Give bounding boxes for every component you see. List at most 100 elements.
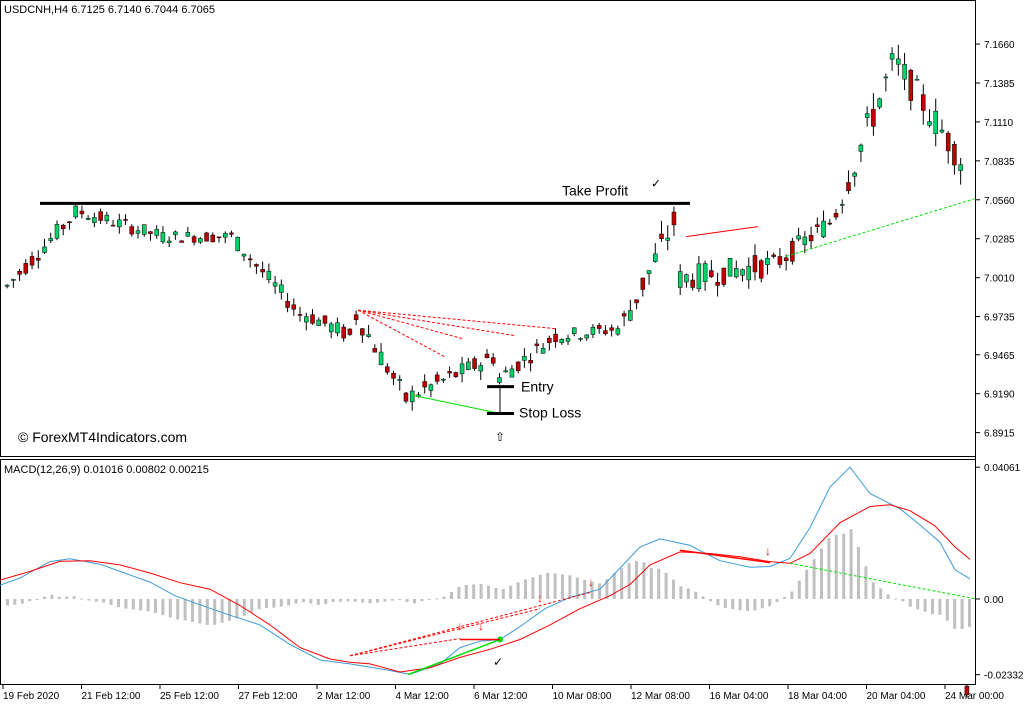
bear-candle — [391, 372, 396, 379]
macd-tick-label: -0.02332 — [984, 671, 1024, 682]
bull-candle — [933, 110, 938, 135]
bear-candle — [216, 236, 222, 239]
histogram-bar — [649, 568, 653, 599]
bear-candle — [447, 371, 452, 374]
histogram-bar — [886, 594, 890, 599]
bear-divergence-line — [685, 226, 759, 238]
bear-candle — [790, 240, 795, 262]
bull-candle — [802, 236, 808, 245]
bull-candle — [734, 268, 739, 278]
histogram-bar — [738, 598, 742, 611]
histogram-bar — [405, 598, 409, 603]
stop-loss-label: Stop Loss — [519, 405, 581, 421]
bear-candle — [709, 270, 714, 277]
histogram-bar — [427, 598, 431, 600]
down-arrow-icon: ↓ — [588, 575, 594, 589]
macd-lines — [0, 466, 971, 675]
bull-candle — [478, 365, 484, 372]
bear-candle — [434, 374, 440, 382]
bear-candle — [204, 232, 209, 242]
histogram-bar — [390, 598, 394, 601]
macd-main-line — [0, 466, 971, 675]
histogram-bar — [509, 585, 513, 599]
bull-candle — [4, 284, 10, 287]
time-tick-label: 27 Feb 12:00 — [239, 691, 298, 702]
bear-candle — [79, 210, 85, 215]
histogram-bar — [760, 598, 764, 609]
bull-candle — [160, 232, 166, 243]
histogram-bar — [783, 596, 786, 599]
histogram-bar — [768, 598, 772, 607]
histogram-bar — [968, 598, 971, 627]
histogram-bar — [205, 598, 209, 625]
bull-candle — [665, 237, 670, 241]
bear-divergence-line — [357, 309, 556, 330]
bull-candle — [821, 220, 826, 238]
bull-candle — [578, 338, 583, 340]
histogram-bar — [864, 566, 868, 599]
histogram-bar — [161, 598, 165, 616]
bear-candle — [952, 144, 957, 166]
macd-tick-label: 0.04061 — [984, 463, 1021, 474]
price-tick-label: 6.9735 — [984, 313, 1015, 324]
bear-candle — [29, 256, 35, 266]
bear-candle — [385, 366, 390, 373]
histogram-bar — [294, 598, 298, 604]
histogram-bar — [287, 598, 291, 606]
bear-candle — [715, 282, 720, 286]
bear-divergence-line — [679, 549, 771, 564]
bull-candle — [584, 334, 589, 339]
histogram-bar — [849, 529, 853, 599]
down-arrow-icon: ↓ — [765, 544, 771, 558]
bull-candle — [266, 270, 272, 281]
histogram-bar — [605, 579, 609, 599]
bear-divergence-line — [357, 309, 446, 358]
take-profit-check-icon: ✓ — [651, 176, 661, 190]
bear-candle — [815, 224, 820, 227]
histogram-bar — [146, 598, 150, 612]
bull-candle — [141, 224, 147, 235]
bull-candle — [696, 263, 702, 289]
take-profit-label: Take Profit — [562, 182, 628, 198]
histogram-bar — [464, 584, 468, 599]
bull-candle — [684, 274, 689, 283]
bull-candle — [628, 310, 633, 321]
histogram-bar — [198, 598, 202, 624]
bear-candle — [484, 353, 490, 358]
bear-candle — [403, 392, 409, 402]
price-tick-label: 6.8915 — [984, 429, 1015, 440]
histogram-bar — [931, 598, 934, 615]
bull-candle — [235, 236, 240, 252]
bull-candle — [409, 390, 415, 403]
macd-tick-label: 0.00 — [984, 595, 1004, 606]
histogram-bar — [413, 598, 416, 604]
time-tick-label: 2 Mar 12:00 — [317, 691, 371, 702]
price-tick-label: 6.9190 — [984, 390, 1015, 401]
bull-divergence-line — [407, 638, 501, 676]
bear-candle — [422, 381, 427, 388]
time-tick-label: 10 Mar 08:00 — [553, 691, 612, 702]
histogram-bar — [775, 598, 779, 602]
bull-candle — [646, 270, 652, 274]
histogram-bar — [28, 598, 32, 602]
bear-candle — [67, 221, 72, 223]
histogram-bar — [694, 591, 698, 599]
histogram-bar — [398, 598, 402, 600]
bull-candle — [48, 238, 53, 241]
bear-candle — [254, 264, 259, 267]
histogram-bar — [627, 563, 631, 599]
bull-candle — [503, 370, 508, 373]
bear-candle — [229, 232, 234, 235]
price-tick-label: 7.0560 — [984, 196, 1015, 207]
histogram-bar — [353, 598, 357, 602]
bull-candle — [509, 368, 515, 378]
bull-candle — [740, 269, 745, 276]
bull-candle — [864, 113, 870, 118]
bear-candle — [758, 260, 764, 279]
bear-candle — [609, 327, 614, 331]
histogram-bar — [568, 575, 572, 599]
histogram-bar — [494, 587, 498, 599]
bull-candle — [746, 266, 752, 281]
candles — [4, 44, 970, 698]
bull-candle — [316, 319, 321, 326]
